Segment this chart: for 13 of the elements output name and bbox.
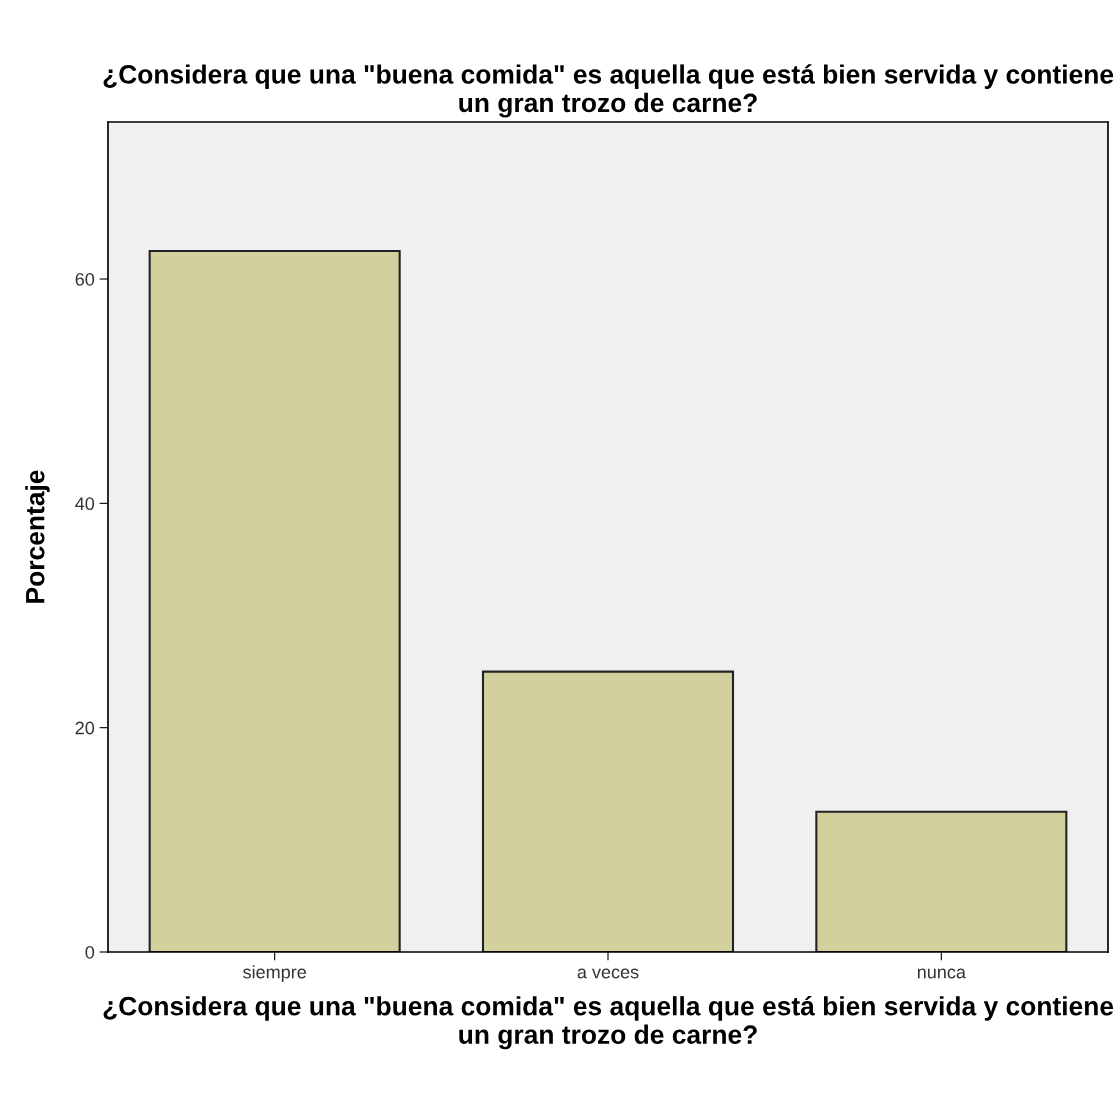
y-tick-label: 60 bbox=[75, 272, 95, 286]
bar bbox=[481, 670, 735, 952]
x-tick-label: siempre bbox=[243, 965, 306, 983]
x-axis-title: ¿Considera que una "buena comida" es aquella que está bien servida y contiene un gran trozo de carne? bbox=[103, 995, 1114, 1050]
x-tick-label: a veces bbox=[577, 968, 639, 979]
chart-title: ¿Considera que una "buena comida" es aquella que está bien servida y contiene un gran trozo de carne? bbox=[103, 64, 1114, 118]
y-tick-label: 20 bbox=[75, 721, 95, 735]
y-axis-title: Porcentaje bbox=[25, 470, 50, 603]
y-tick-label: 0 bbox=[85, 945, 95, 959]
x-tick-label: nunca bbox=[917, 968, 966, 979]
y-tick-label: 40 bbox=[75, 497, 95, 511]
bar bbox=[148, 249, 401, 952]
bar bbox=[815, 810, 1068, 952]
